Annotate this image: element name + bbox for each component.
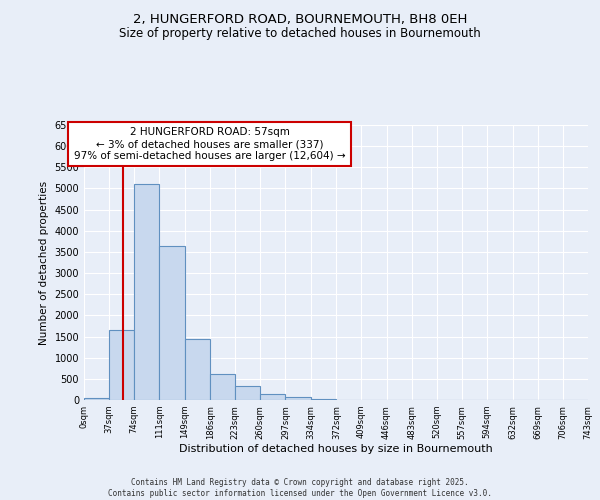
Text: 2 HUNGERFORD ROAD: 57sqm
← 3% of detached houses are smaller (337)
97% of semi-d: 2 HUNGERFORD ROAD: 57sqm ← 3% of detache…: [74, 128, 346, 160]
Bar: [134, 184, 159, 400]
Text: Size of property relative to detached houses in Bournemouth: Size of property relative to detached ho…: [119, 28, 481, 40]
Bar: [210, 374, 235, 400]
Text: Contains HM Land Registry data © Crown copyright and database right 2025.
Contai: Contains HM Land Registry data © Crown c…: [108, 478, 492, 498]
Bar: [311, 398, 337, 400]
Bar: [159, 246, 185, 400]
X-axis label: Distribution of detached houses by size in Bournemouth: Distribution of detached houses by size …: [179, 444, 493, 454]
Bar: [84, 398, 109, 400]
Bar: [185, 338, 210, 400]
Y-axis label: Number of detached properties: Number of detached properties: [39, 180, 49, 344]
Text: 2, HUNGERFORD ROAD, BOURNEMOUTH, BH8 0EH: 2, HUNGERFORD ROAD, BOURNEMOUTH, BH8 0EH: [133, 12, 467, 26]
Bar: [260, 394, 286, 400]
Bar: [286, 397, 311, 400]
Bar: [235, 386, 260, 400]
Bar: [109, 330, 134, 400]
